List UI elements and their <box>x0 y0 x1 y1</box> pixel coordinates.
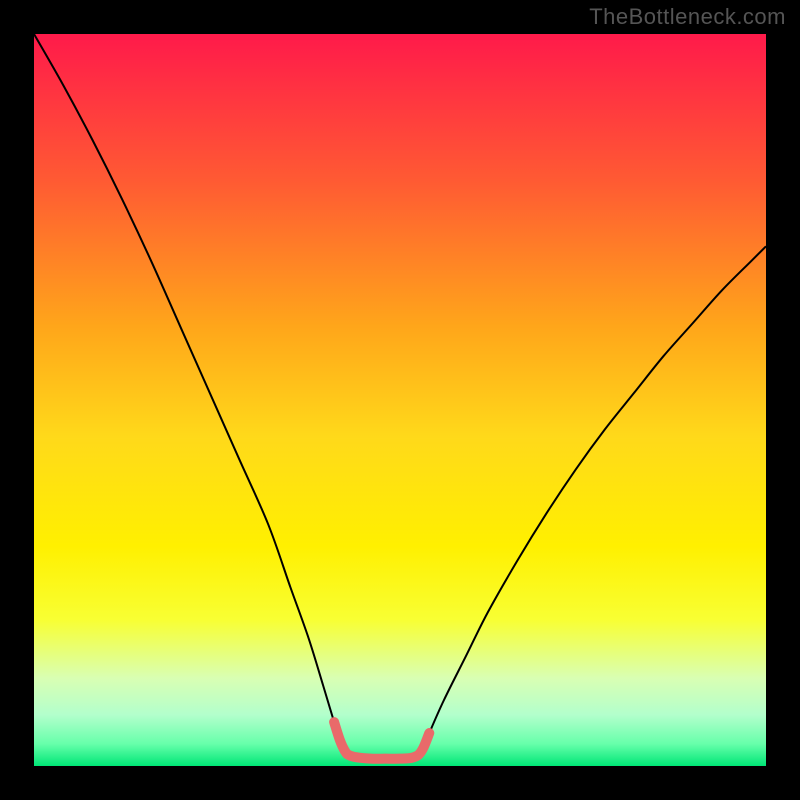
gradient-plot <box>0 0 800 800</box>
chart-frame: TheBottleneck.com <box>0 0 800 800</box>
